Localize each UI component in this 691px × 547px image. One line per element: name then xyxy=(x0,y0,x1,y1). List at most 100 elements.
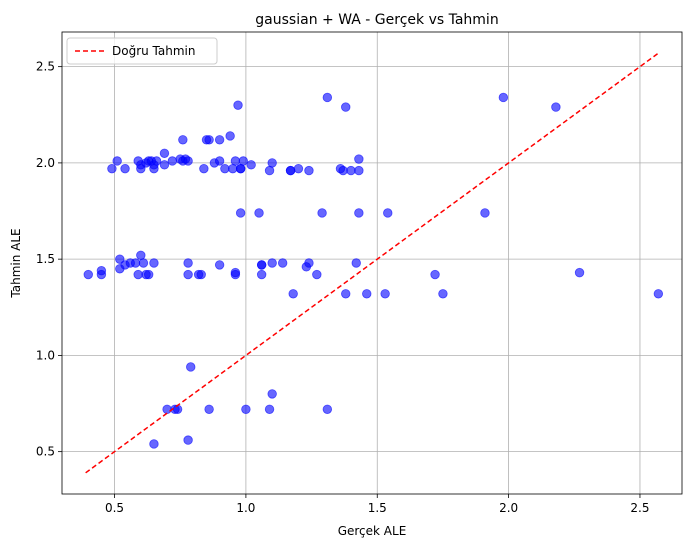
data-point xyxy=(230,156,241,166)
data-point xyxy=(162,404,172,415)
data-point xyxy=(574,267,585,278)
data-point xyxy=(214,156,225,166)
data-point xyxy=(267,258,277,268)
reference-line xyxy=(85,52,659,474)
data-point xyxy=(354,208,364,218)
data-point xyxy=(149,258,159,268)
data-point xyxy=(115,254,125,264)
data-point xyxy=(143,269,154,280)
data-point xyxy=(112,156,122,166)
data-point xyxy=(277,258,288,268)
data-point xyxy=(653,289,664,299)
data-point xyxy=(159,148,170,158)
data-point xyxy=(120,163,130,174)
data-point xyxy=(304,258,314,268)
data-points xyxy=(83,92,664,449)
data-point xyxy=(138,258,149,268)
data-point xyxy=(238,156,248,166)
data-point xyxy=(288,289,298,299)
data-point xyxy=(235,208,246,218)
data-point xyxy=(235,163,246,174)
data-point xyxy=(304,165,314,176)
data-point xyxy=(383,208,393,218)
data-point xyxy=(214,135,225,145)
x-axis-label: Gerçek ALE xyxy=(338,524,407,538)
data-point xyxy=(159,160,170,170)
data-point xyxy=(130,258,141,268)
y-tick-label: 2.5 xyxy=(36,60,55,74)
data-point xyxy=(183,269,193,280)
data-point xyxy=(183,258,193,268)
data-point xyxy=(96,266,107,276)
chart-title: gaussian + WA - Gerçek vs Tahmin xyxy=(255,12,498,28)
data-point xyxy=(204,135,214,145)
data-point xyxy=(267,389,277,399)
data-point xyxy=(267,158,277,168)
reference-line-layer xyxy=(85,52,659,474)
data-point xyxy=(317,208,327,218)
data-point xyxy=(196,269,206,280)
legend: Doğru Tahmin xyxy=(66,37,218,65)
y-tick-label: 1.5 xyxy=(36,252,55,266)
data-point xyxy=(362,289,372,299)
x-tick-label: 1.0 xyxy=(236,501,255,515)
data-point xyxy=(151,156,162,166)
data-point xyxy=(338,165,348,176)
legend-label: Doğru Tahmin xyxy=(112,44,195,58)
data-point xyxy=(430,269,440,280)
data-point xyxy=(293,163,304,174)
legend-box xyxy=(66,37,218,65)
data-point xyxy=(354,154,364,164)
data-point xyxy=(341,102,351,112)
data-point xyxy=(225,131,235,141)
data-point xyxy=(149,439,159,449)
data-point xyxy=(246,160,256,170)
x-tick-label: 0.5 xyxy=(105,501,124,515)
data-point xyxy=(322,92,333,103)
data-point xyxy=(551,102,561,112)
x-tick-label: 2.0 xyxy=(499,501,518,515)
data-point xyxy=(498,92,509,103)
data-point xyxy=(167,156,178,166)
y-axis-label: Tahmin ALE xyxy=(9,228,23,298)
data-point xyxy=(83,269,93,280)
data-point xyxy=(341,289,351,299)
data-point xyxy=(354,165,364,176)
y-tick-label: 0.5 xyxy=(36,445,55,459)
data-point xyxy=(312,269,322,280)
data-point xyxy=(480,208,490,218)
data-point xyxy=(322,404,333,415)
data-point xyxy=(133,269,143,280)
y-tick-label: 1.0 xyxy=(36,348,55,362)
data-point xyxy=(256,269,267,280)
data-point xyxy=(230,267,241,278)
data-point xyxy=(204,404,214,415)
y-tick-label: 2.0 xyxy=(36,156,55,170)
data-point xyxy=(183,435,193,445)
ticks-layer: 0.5 1.0 1.5 2.0 2.5 0.5 1.0 1.5 2.0 2.5 xyxy=(36,60,650,515)
data-point xyxy=(380,289,390,299)
data-point xyxy=(178,135,188,145)
data-point xyxy=(241,404,251,415)
data-point xyxy=(256,260,267,270)
data-point xyxy=(285,165,296,176)
plot-frame xyxy=(61,31,683,495)
data-point xyxy=(351,258,361,268)
data-point xyxy=(264,165,275,176)
data-point xyxy=(254,208,264,218)
data-point xyxy=(233,100,243,110)
data-point xyxy=(346,165,356,176)
data-point xyxy=(136,250,146,261)
data-point xyxy=(199,163,209,174)
data-point xyxy=(214,260,225,270)
data-point xyxy=(186,362,196,372)
data-point xyxy=(107,163,117,174)
x-tick-label: 2.5 xyxy=(630,501,649,515)
data-point xyxy=(220,163,230,174)
data-point xyxy=(264,404,275,415)
data-point xyxy=(183,156,193,166)
x-tick-label: 1.5 xyxy=(368,501,387,515)
data-point xyxy=(228,163,238,174)
